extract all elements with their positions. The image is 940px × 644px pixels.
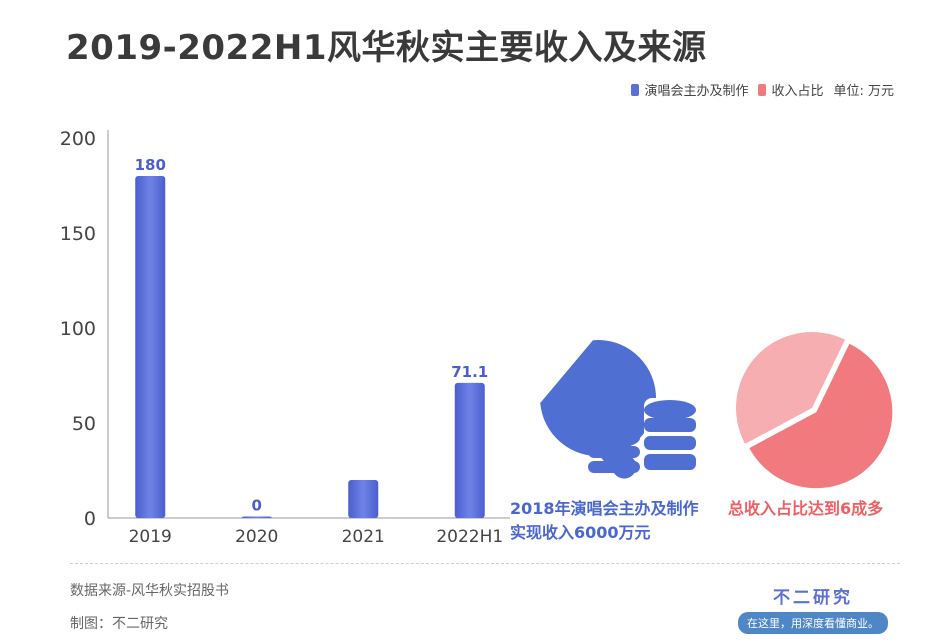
unit-label: 单位: 万元: [833, 84, 894, 99]
source-text: 数据来源-风华秋实招股书: [70, 583, 230, 599]
chart-axes: 0 50 100 150 200: [60, 128, 510, 530]
coin-stack-left: [588, 428, 640, 473]
bar-2022H1: [454, 382, 485, 518]
brand-tagline: 在这里，用深度看懂商业。: [738, 612, 888, 634]
pie-slice-main: [749, 343, 893, 489]
bar-2020: [241, 516, 272, 518]
brand-name: 不二研究: [773, 588, 853, 608]
footer-divider: [70, 563, 900, 564]
note-line2: 实现收入6000万元: [510, 523, 651, 542]
data-label: 180: [135, 156, 166, 174]
note-text: 2018年演唱会主办及制作 实现收入6000万元: [510, 497, 699, 545]
legend-swatch-blue: [631, 83, 640, 96]
magnifier-coins-icon: [540, 340, 696, 479]
pie-chart-icon: [736, 332, 893, 489]
legend-swatch-red: [758, 83, 767, 96]
pie-caption: 总收入占比达到6成多: [728, 499, 884, 518]
chart-bars: 2019 180 2020 0 2021 2022H1 71.1: [129, 156, 504, 547]
legend-item-series: 演唱会主办及制作: [631, 80, 748, 99]
legend-series-label: 演唱会主办及制作: [644, 84, 749, 99]
chart-title: 2019-2022H1风华秋实主要收入及来源: [66, 28, 707, 68]
pie-slice-rest: [736, 332, 846, 444]
x-tick-label: 2021: [342, 527, 385, 547]
x-tick-label: 2022H1: [436, 527, 503, 547]
note-line1: 2018年演唱会主办及制作: [510, 499, 699, 518]
data-label: 0: [252, 497, 262, 515]
x-tick-label: 2019: [129, 527, 172, 547]
legend: 演唱会主办及制作 收入占比 单位: 万元: [631, 80, 894, 99]
bar-2019: [135, 176, 166, 518]
legend-ratio-label: 收入占比: [771, 84, 824, 99]
y-tick-label: 200: [60, 128, 96, 150]
legend-item-ratio: 收入占比: [758, 80, 823, 99]
y-tick-label: 0: [84, 508, 96, 530]
brand-logo: 不二研究 在这里，用深度看懂商业。: [738, 583, 888, 634]
data-label: 71.1: [451, 363, 488, 381]
coin-stack-right: [644, 398, 696, 474]
y-tick-label: 150: [60, 223, 96, 245]
y-tick-label: 50: [72, 413, 96, 435]
x-tick-label: 2020: [235, 527, 278, 547]
bar-2021: [348, 480, 379, 518]
y-tick-label: 100: [60, 318, 96, 340]
credit-text: 制图：不二研究: [70, 616, 168, 632]
